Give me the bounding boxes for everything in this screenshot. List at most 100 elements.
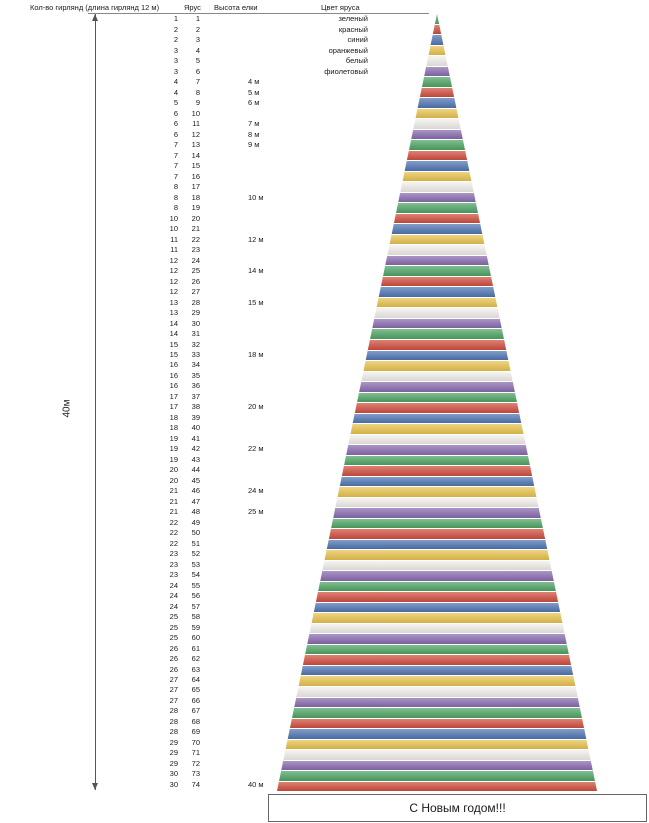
tier-cell: 69 (191, 727, 200, 737)
table-row: 2 3 синий (110, 35, 370, 45)
tier-stripe (277, 160, 597, 171)
tier-cell: 7 (195, 77, 200, 87)
tier-cell: 41 (191, 433, 200, 443)
height-cell: 12 м (248, 234, 264, 244)
tier-cell: 70 (191, 737, 200, 747)
tier-cell: 8 (195, 87, 200, 97)
garland-count-cell: 8 (173, 182, 178, 192)
garland-count-cell: 4 (173, 77, 178, 87)
garland-count-cell: 17 (169, 402, 178, 412)
tier-stripe (277, 759, 597, 771)
table-row: 26 63 (110, 664, 370, 674)
garland-count-cell: 27 (169, 675, 178, 684)
garland-count-cell: 25 (169, 633, 178, 643)
table-row: 3 5 белый (110, 56, 370, 66)
tier-cell: 34 (191, 360, 200, 370)
tier-cell: 12 (191, 129, 200, 139)
tier-stripe (277, 475, 597, 487)
table-row: 16 36 (110, 381, 370, 391)
tier-stripe (277, 538, 597, 550)
tier-cell: 17 (191, 182, 200, 192)
tier-stripe (277, 212, 597, 224)
table-row: 24 55 (110, 580, 370, 590)
tier-cell: 20 (191, 213, 200, 223)
color-name-cell: зеленый (338, 14, 368, 24)
height-cell: 8 м (248, 129, 260, 139)
header-tier: Ярус (184, 3, 201, 12)
tier-cell: 29 (191, 308, 200, 318)
tier-stripe (277, 286, 597, 297)
garland-count-cell: 3 (173, 45, 178, 55)
garland-count-cell: 14 (169, 329, 178, 339)
tier-cell: 3 (195, 35, 200, 45)
tier-stripe (277, 654, 597, 665)
tier-stripe (277, 528, 597, 539)
tier-stripe (277, 412, 597, 424)
height-cell: 20 м (248, 402, 264, 412)
garland-count-cell: 19 (169, 444, 178, 454)
tier-cell: 52 (191, 549, 200, 559)
tier-stripe (277, 549, 597, 560)
garland-count-cell: 25 (169, 612, 178, 622)
height-cell: 40 м (248, 779, 264, 789)
tier-cell: 27 (191, 287, 200, 297)
tier-stripe (277, 296, 597, 308)
garland-count-cell: 28 (169, 727, 178, 737)
tier-stripe (277, 181, 597, 192)
tier-cell: 73 (191, 769, 200, 779)
tier-cell: 1 (195, 14, 200, 24)
tier-stripe (277, 139, 597, 150)
table-row: 29 71 (110, 748, 370, 758)
tier-stripe (277, 686, 597, 697)
tier-cell: 74 (191, 779, 200, 789)
tier-cell: 61 (191, 643, 200, 653)
garland-count-cell: 7 (173, 161, 178, 171)
tier-stripe (277, 728, 597, 739)
table-row: 15 32 (110, 339, 370, 349)
tier-cell: 11 (192, 119, 200, 129)
table-row: 15 33 18 м (110, 350, 370, 360)
garland-count-cell: 18 (169, 423, 178, 433)
table-row: 30 74 40 м (110, 779, 370, 789)
arrow-down-icon (92, 783, 98, 790)
table-row: 27 65 (110, 685, 370, 695)
tier-cell: 59 (191, 622, 200, 632)
tier-cell: 57 (191, 601, 200, 611)
height-dimension-line (92, 14, 98, 790)
garland-count-cell: 17 (169, 391, 178, 401)
garland-count-cell: 12 (169, 255, 178, 265)
garland-count-cell: 20 (169, 475, 178, 485)
height-cell: 4 м (248, 77, 260, 87)
garland-count-cell: 21 (169, 496, 178, 506)
tier-stripe (277, 44, 597, 56)
tier-cell: 16 (191, 171, 200, 181)
garland-count-cell: 7 (173, 171, 178, 181)
table-row: 23 53 (110, 559, 370, 569)
tier-stripe (277, 591, 597, 602)
table-row: 22 49 (110, 517, 370, 527)
garland-count-cell: 10 (169, 224, 178, 234)
garland-count-cell: 29 (169, 748, 178, 758)
table-row: 23 54 (110, 570, 370, 580)
tree-height-dimension-label: 40м (61, 399, 73, 418)
tier-stripe (277, 780, 597, 791)
garland-count-cell: 13 (169, 297, 178, 307)
tier-cell: 38 (191, 402, 200, 412)
garland-count-cell: 24 (169, 580, 178, 590)
tier-cell: 21 (191, 224, 200, 234)
tier-cell: 18 (191, 192, 200, 202)
garland-count-cell: 7 (173, 150, 178, 160)
table-row: 11 23 (110, 245, 370, 255)
tier-stripe (277, 749, 597, 760)
garland-count-cell: 10 (169, 213, 178, 223)
tier-cell: 36 (191, 381, 200, 391)
garland-count-cell: 6 (173, 108, 178, 118)
tier-stripe (277, 34, 597, 45)
table-row: 27 64 (110, 675, 370, 685)
tier-cell: 48 (191, 507, 200, 517)
tier-stripe (277, 423, 597, 434)
table-row: 18 39 (110, 412, 370, 422)
garland-count-cell: 28 (169, 716, 178, 726)
garland-count-cell: 26 (169, 643, 178, 653)
table-row: 14 31 (110, 329, 370, 339)
